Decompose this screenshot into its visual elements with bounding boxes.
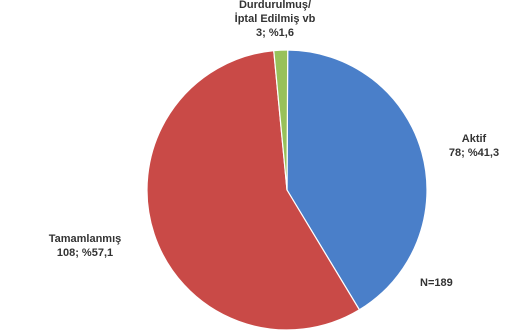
slice-label-stopped-line1: Durdurulmuş/ bbox=[238, 0, 312, 11]
pie-slice-stopped bbox=[273, 49, 289, 191]
slice-label-active-category: Aktif bbox=[461, 133, 487, 145]
slice-label-active-value: 78; %41,3 bbox=[448, 147, 500, 159]
slice-label-active: Aktif 78; %41,3 bbox=[430, 132, 518, 160]
slice-label-completed-category: Tamamlanmış bbox=[48, 233, 122, 245]
slice-label-stopped: Durdurulmuş/ İptal Edilmiş vb 3; %1,6 bbox=[180, 0, 370, 40]
slice-label-completed-value: 108; %57,1 bbox=[56, 247, 114, 259]
pie-slice-completed bbox=[146, 49, 361, 331]
pie-slice-active bbox=[286, 49, 428, 311]
total-count-note: N=189 bbox=[420, 277, 453, 289]
slice-label-stopped-line2: İptal Edilmiş vb bbox=[234, 13, 316, 25]
slice-label-stopped-value: 3; %1,6 bbox=[256, 27, 294, 39]
slice-label-completed: Tamamlanmış 108; %57,1 bbox=[30, 232, 140, 260]
